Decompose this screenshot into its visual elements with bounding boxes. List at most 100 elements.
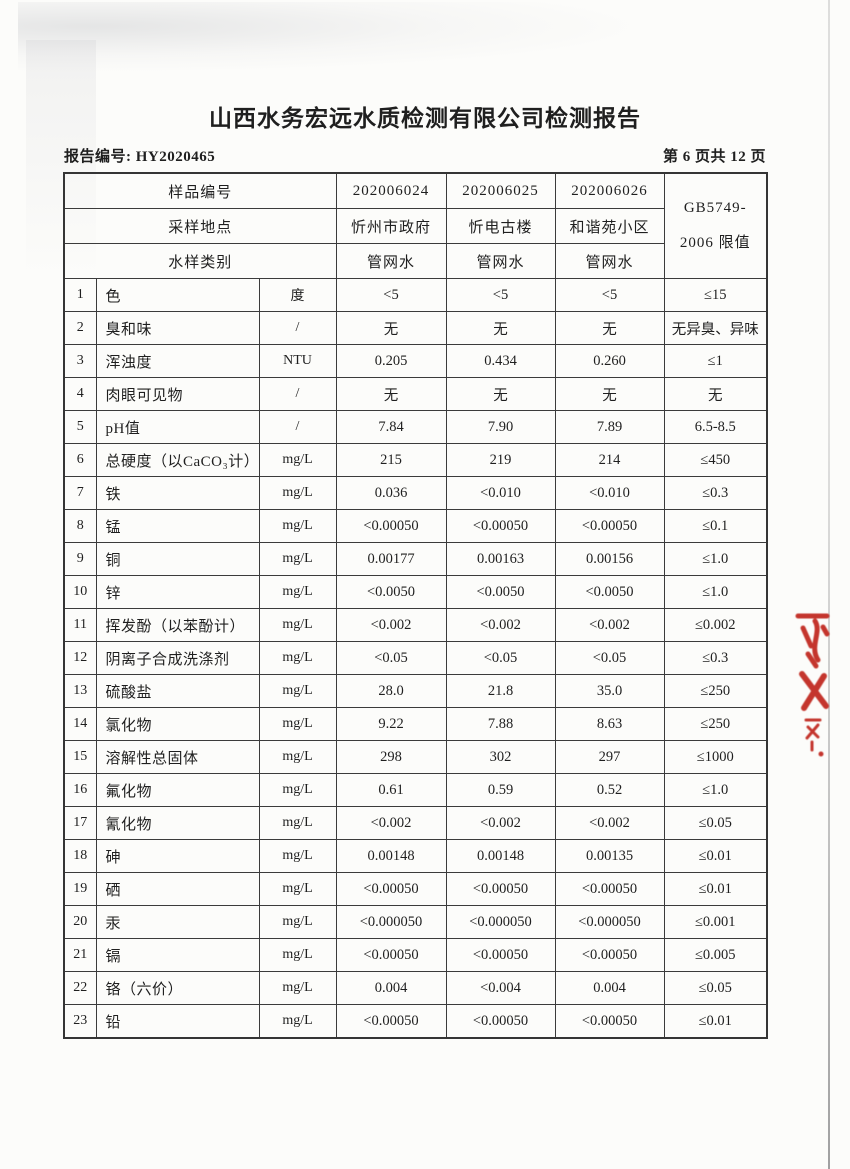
sample3-value: 8.63 [554, 707, 665, 741]
row-number: 8 [63, 509, 97, 543]
table-row: 8 锰 mg/L <0.00050 <0.00050 <0.00050 ≤0.1 [63, 509, 768, 543]
parameter-name: 铅 [95, 1004, 260, 1039]
parameter-name: 阴离子合成洗涤剂 [95, 641, 260, 675]
row-number: 18 [63, 839, 97, 873]
parameter-name: 硒 [95, 872, 260, 906]
table-row: 18 砷 mg/L 0.00148 0.00148 0.00135 ≤0.01 [63, 839, 768, 873]
table-row: 13 硫酸盐 mg/L 28.0 21.8 35.0 ≤250 [63, 674, 768, 708]
stamp-stroke-group-top [795, 613, 830, 669]
limit-value: ≤0.01 [663, 839, 768, 873]
sample3-value: 无 [554, 377, 665, 411]
table-row: 15 溶解性总固体 mg/L 298 302 297 ≤1000 [63, 740, 768, 774]
row-number: 15 [63, 740, 97, 774]
parameter-name: 铬（六价） [95, 971, 260, 1005]
sample1-value: 0.00177 [335, 542, 447, 576]
parameter-name: 色 [95, 278, 260, 312]
parameter-unit: mg/L [258, 641, 337, 675]
sample1-value: 298 [335, 740, 447, 774]
limit-value: ≤1.0 [663, 575, 768, 609]
sample1-value: 0.004 [335, 971, 447, 1005]
sample3-value: <0.00050 [554, 1004, 665, 1039]
parameter-name: 肉眼可见物 [95, 377, 260, 411]
table-row: 1 色 度 <5 <5 <5 ≤15 [63, 278, 768, 312]
sample1-value: 0.00148 [335, 839, 447, 873]
report-meta-row: 报告编号: HY2020465 第 6 页共 12 页 [64, 145, 766, 166]
sample2-value: <0.00050 [445, 872, 556, 906]
parameter-unit: mg/L [258, 839, 337, 873]
limit-value: ≤0.001 [663, 905, 768, 939]
stamp-stroke-group-bottom [804, 718, 824, 757]
table-row: 4 肉眼可见物 / 无 无 无 无 [63, 377, 768, 411]
table-row: 12 阴离子合成洗涤剂 mg/L <0.05 <0.05 <0.05 ≤0.3 [63, 641, 768, 675]
sample1-value: <0.00050 [335, 938, 447, 972]
row-number: 5 [63, 410, 97, 444]
table-row: 22 铬（六价） mg/L 0.004 <0.004 0.004 ≤0.05 [63, 971, 768, 1005]
table-row: 2 臭和味 / 无 无 无 无异臭、异味 [63, 311, 768, 345]
limit-value: ≤0.01 [663, 872, 768, 906]
table-row: 11 挥发酚（以苯酚计） mg/L <0.002 <0.002 <0.002 ≤… [63, 608, 768, 642]
parameter-unit: mg/L [258, 806, 337, 840]
parameter-unit: mg/L [258, 707, 337, 741]
sample1-value: <0.000050 [335, 905, 447, 939]
row-number: 22 [63, 971, 97, 1005]
parameter-unit: mg/L [258, 740, 337, 774]
parameter-name: 臭和味 [95, 311, 260, 345]
table-row: 6 总硬度（以CaCO₃计） mg/L 215 219 214 ≤450 [63, 443, 768, 477]
limit-value: ≤0.3 [663, 476, 768, 510]
sample1-value: <5 [335, 278, 447, 312]
sample3-value: 7.89 [554, 410, 665, 444]
parameter-unit: mg/L [258, 674, 337, 708]
sample2-value: <0.002 [445, 806, 556, 840]
sample2-value: 0.00148 [445, 839, 556, 873]
sample1-value: <0.002 [335, 608, 447, 642]
parameter-unit: mg/L [258, 476, 337, 510]
sample3-value: <0.00050 [554, 938, 665, 972]
parameter-name: 锰 [95, 509, 260, 543]
water-quality-results-table: 样品编号 202006024 202006025 202006026 GB574… [63, 172, 768, 1039]
sample2-value: <0.00050 [445, 509, 556, 543]
table-row: 10 锌 mg/L <0.0050 <0.0050 <0.0050 ≤1.0 [63, 575, 768, 609]
table-row: 7 铁 mg/L 0.036 <0.010 <0.010 ≤0.3 [63, 476, 768, 510]
parameter-name: 砷 [95, 839, 260, 873]
table-row: 17 氰化物 mg/L <0.002 <0.002 <0.002 ≤0.05 [63, 806, 768, 840]
sample1-value: 28.0 [335, 674, 447, 708]
parameter-unit: 度 [258, 278, 337, 312]
sample2-value: 0.59 [445, 773, 556, 807]
parameter-unit: mg/L [258, 938, 337, 972]
parameter-name: 溶解性总固体 [95, 740, 260, 774]
parameter-name: 氟化物 [95, 773, 260, 807]
parameter-unit: mg/L [258, 443, 337, 477]
parameter-name: 锌 [95, 575, 260, 609]
limit-value: ≤0.002 [663, 608, 768, 642]
parameter-unit: mg/L [258, 905, 337, 939]
stamp-stroke-group-middle [799, 671, 829, 711]
table-row: 14 氯化物 mg/L 9.22 7.88 8.63 ≤250 [63, 707, 768, 741]
sample1-value: <0.00050 [335, 872, 447, 906]
limit-value: 无 [663, 377, 768, 411]
table-row: 23 铅 mg/L <0.00050 <0.00050 <0.00050 ≤0.… [63, 1004, 768, 1039]
sample3-value: 297 [554, 740, 665, 774]
header-label-water-type: 水样类别 [63, 243, 337, 279]
report-number: 报告编号: HY2020465 [64, 149, 216, 165]
parameter-name: 铁 [95, 476, 260, 510]
row-number: 7 [63, 476, 97, 510]
row-number: 20 [63, 905, 97, 939]
table-row: 20 汞 mg/L <0.000050 <0.000050 <0.000050 … [63, 905, 768, 939]
table-body: 1 色 度 <5 <5 <5 ≤15 2 臭和味 / 无 无 无 无异臭、异味 … [63, 278, 768, 1039]
table-row: 16 氟化物 mg/L 0.61 0.59 0.52 ≤1.0 [63, 773, 768, 807]
table-header: 样品编号 202006024 202006025 202006026 GB574… [63, 172, 768, 279]
limit-value: ≤15 [663, 278, 768, 312]
sample2-value: <0.004 [445, 971, 556, 1005]
parameter-unit: mg/L [258, 773, 337, 807]
limit-value: 6.5-8.5 [663, 410, 768, 444]
parameter-name: pH值 [95, 410, 260, 444]
water-type-2: 管网水 [445, 243, 556, 279]
sample2-value: <0.0050 [445, 575, 556, 609]
limit-value: ≤0.01 [663, 1004, 768, 1039]
red-stamp-fragment [794, 594, 830, 762]
parameter-unit: mg/L [258, 872, 337, 906]
sample1-value: <0.05 [335, 641, 447, 675]
sample3-value: <0.0050 [554, 575, 665, 609]
parameter-name: 硫酸盐 [95, 674, 260, 708]
sample3-value: 0.260 [554, 344, 665, 378]
